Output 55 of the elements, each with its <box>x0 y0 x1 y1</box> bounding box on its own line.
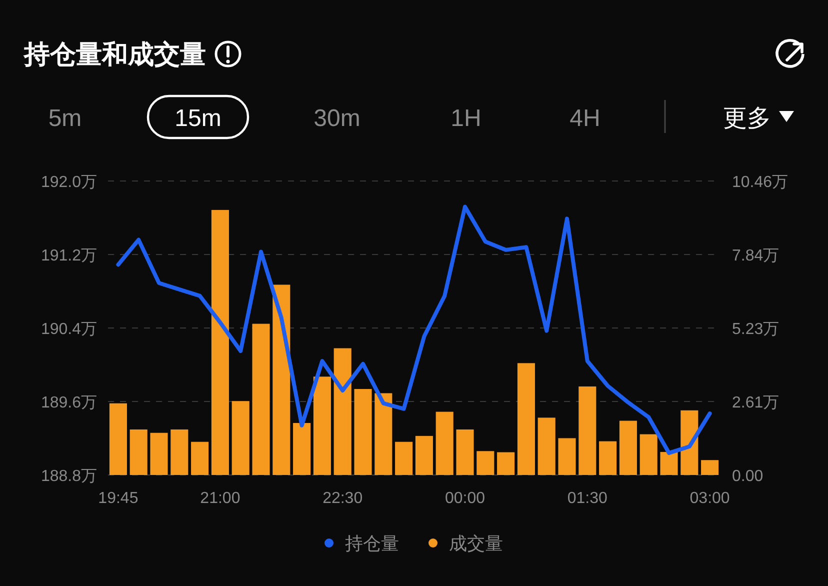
bar <box>232 401 250 475</box>
bar <box>395 442 413 475</box>
bar <box>599 441 617 475</box>
y-tick-label: 188.8万 <box>40 468 97 485</box>
y-tick-label: 191.2万 <box>40 248 97 264</box>
bar <box>293 423 311 475</box>
y-tick-label: 190.4万 <box>40 321 97 338</box>
text: 4H <box>570 105 600 132</box>
x-tick-label: 21:00 <box>200 490 240 507</box>
bar <box>660 452 678 475</box>
bar <box>374 393 392 475</box>
bar <box>170 429 188 475</box>
bar <box>497 452 515 475</box>
x-tick-label: 22:30 <box>322 490 363 507</box>
y2-tick-label: 5.23万 <box>732 321 780 338</box>
legend-label: 持仓量 <box>345 534 399 554</box>
x-tick-label: 03:00 <box>690 490 730 507</box>
y2-tick-label: 0.00 <box>732 468 764 485</box>
bar <box>109 403 127 475</box>
bar <box>191 442 209 475</box>
legend-label: 成交量 <box>449 534 503 554</box>
bar <box>456 429 474 475</box>
y-tick-label: 189.6万 <box>40 394 97 412</box>
bar <box>313 376 331 475</box>
bar <box>436 412 454 475</box>
bar <box>252 324 270 475</box>
bar <box>558 438 576 475</box>
y2-tick-label: 10.46万 <box>732 174 788 191</box>
bar <box>640 434 658 475</box>
chart-title: 持仓量和成交量 <box>23 39 206 69</box>
text: 5m <box>48 105 82 132</box>
x-tick-label: 01:30 <box>567 490 608 507</box>
bar <box>150 432 168 475</box>
x-tick-label: 00:00 <box>444 490 486 507</box>
text: 30m <box>314 105 360 132</box>
bar <box>578 386 596 475</box>
x-tick-label: 19:45 <box>98 490 138 507</box>
bar <box>680 410 698 475</box>
bar <box>619 420 637 475</box>
text: 1H <box>450 105 482 132</box>
bar <box>415 436 433 475</box>
bar <box>354 388 372 475</box>
bar <box>334 348 352 475</box>
bar <box>538 418 556 475</box>
bar <box>476 451 494 475</box>
bar <box>272 284 290 475</box>
y2-tick-label: 7.84万 <box>732 248 780 264</box>
y2-tick-label: 2.61万 <box>732 394 780 412</box>
bar <box>517 363 535 475</box>
y-tick-label: 192.0万 <box>40 174 97 191</box>
text: 15m <box>174 105 222 132</box>
bar <box>211 210 229 475</box>
bar <box>130 429 148 475</box>
bar <box>701 460 719 475</box>
text: 更多 <box>723 105 771 132</box>
